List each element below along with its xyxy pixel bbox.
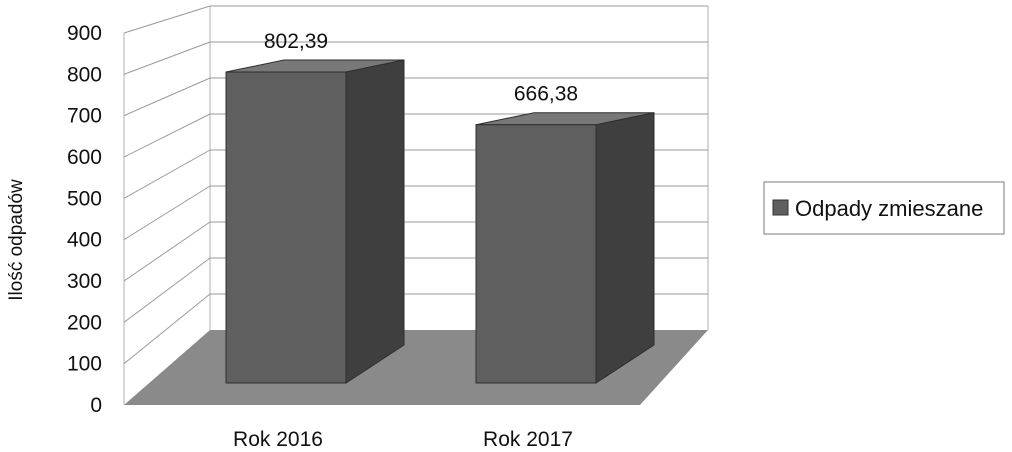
gridline-side: [123, 221, 211, 282]
data-label: 666,38: [514, 83, 578, 106]
data-labels: 802,39 666,38: [264, 30, 578, 106]
gridline-side: [123, 149, 211, 199]
gridline-side: [123, 185, 211, 241]
y-tick-label: 300: [67, 270, 102, 293]
x-tick-label: Rok 2016: [233, 428, 323, 451]
y-tick-label: 600: [67, 146, 102, 169]
legend-label: Odpady zmieszane: [795, 196, 983, 221]
y-tick-label: 200: [67, 311, 102, 334]
x-tick-label: Rok 2017: [483, 428, 573, 451]
x-axis-ticks: Rok 2016 Rok 2017: [233, 428, 573, 451]
gridline-side: [123, 5, 211, 34]
gridline-side: [123, 293, 211, 365]
y-tick-label: 500: [67, 187, 102, 210]
gridline-side: [123, 41, 211, 75]
y-tick-label: 100: [67, 353, 102, 376]
y-tick-label: 0: [90, 394, 102, 417]
legend-swatch: [772, 199, 789, 216]
y-tick-label: 800: [67, 63, 102, 86]
legend-border: [763, 181, 1005, 235]
bars: [225, 59, 655, 384]
gridline-side: [123, 113, 211, 158]
legend: Odpady zmieszane: [763, 181, 1005, 235]
y-tick-label: 700: [67, 105, 102, 128]
data-label: 802,39: [264, 30, 328, 53]
y-tick-label: 900: [67, 22, 102, 45]
bar-side: [345, 59, 405, 384]
y-axis-ticks: 0 100 200 300 400 500 600 700 800 900: [67, 22, 102, 417]
gridline-side: [123, 77, 211, 117]
bar-side: [595, 112, 655, 384]
bar: [225, 71, 347, 384]
y-tick-label: 400: [67, 229, 102, 252]
y-axis-title: Ilość odpadów: [6, 179, 27, 301]
gridline-side: [123, 257, 211, 323]
bar: [475, 124, 597, 384]
